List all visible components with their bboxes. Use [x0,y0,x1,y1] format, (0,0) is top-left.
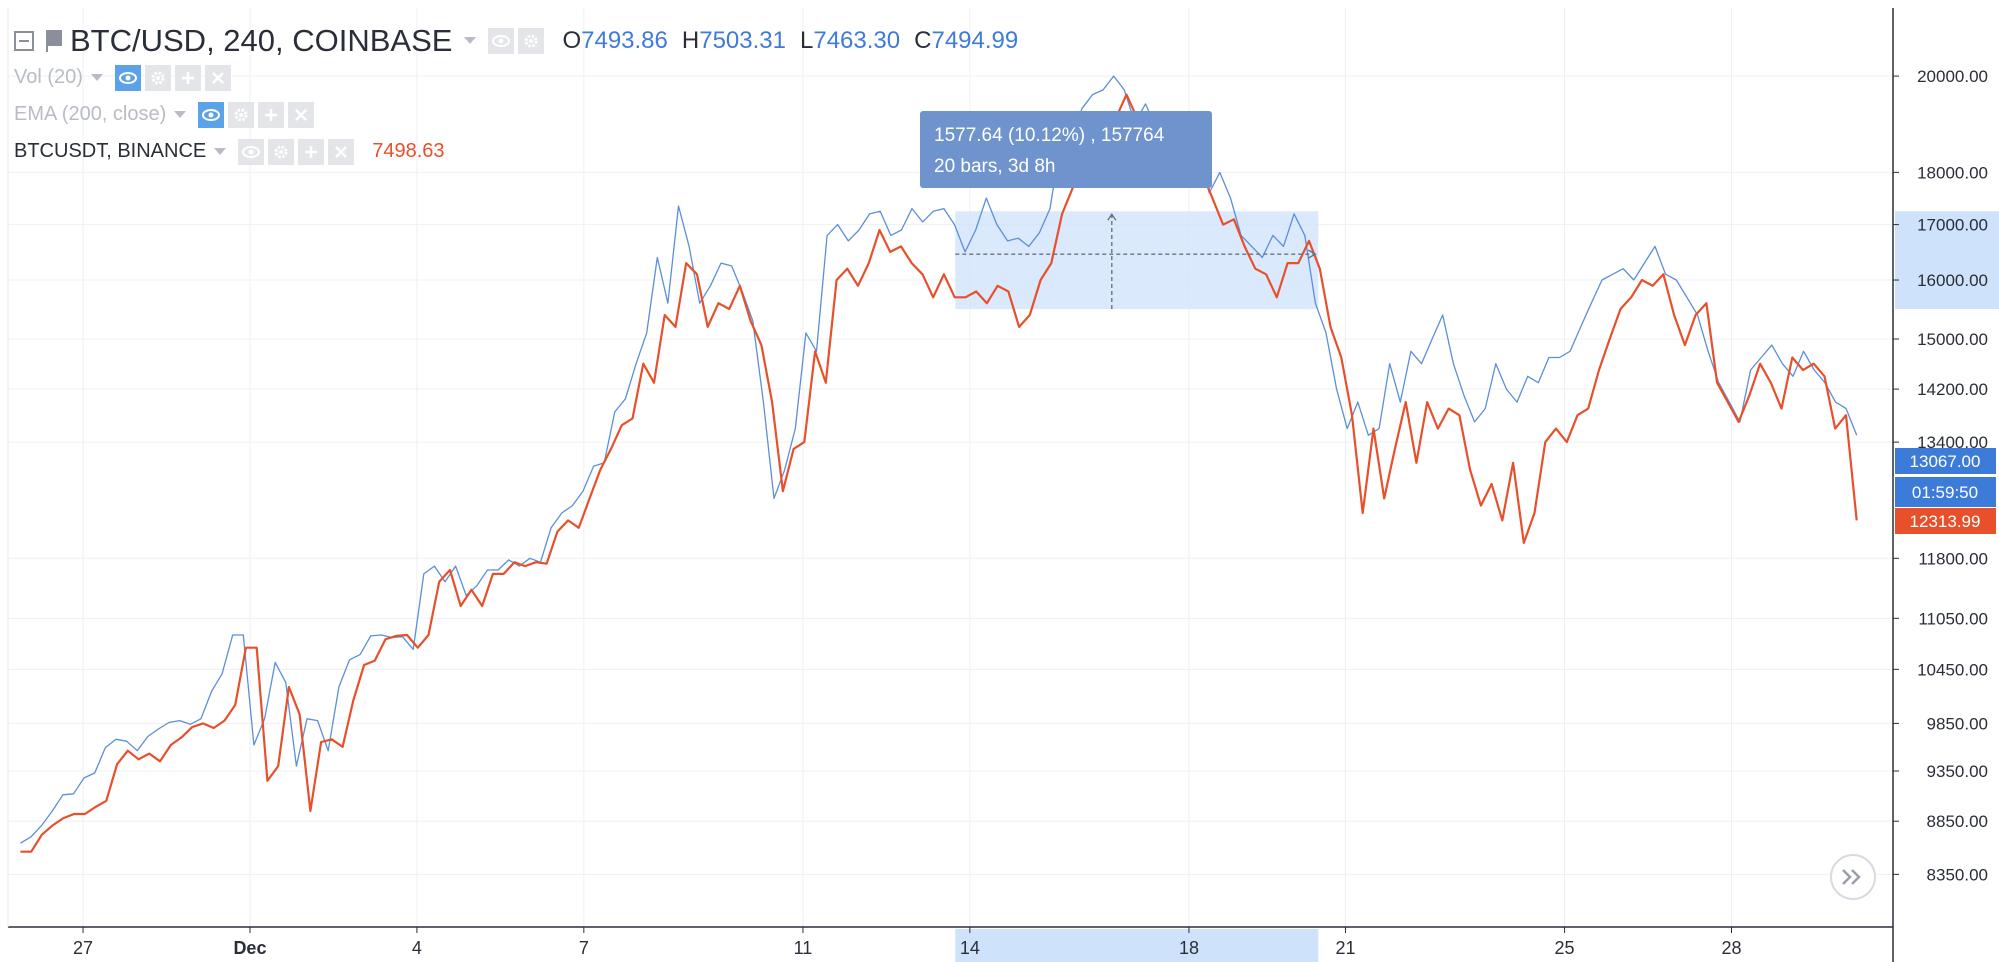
x-tick-label: 21 [1335,938,1355,958]
ohlc-open: O7493.86 [562,26,668,54]
tooltip-line-1: 1577.64 (10.12%) , 157764 [934,125,1165,146]
x-tick-label: 18 [1179,938,1199,958]
gear-icon[interactable] [518,27,545,54]
flag-icon[interactable] [44,29,64,53]
chevron-down-icon[interactable] [174,111,187,118]
x-tick-label: 27 [73,938,93,958]
timer-badge-bg [1895,477,1996,507]
red-price-badge: 12313.99 [1910,512,1981,531]
y-axis-selection-highlight [1895,211,1999,310]
gear-icon[interactable] [144,64,171,91]
y-tick-label: 20000.00 [1917,67,1988,86]
eye-icon[interactable] [198,101,225,128]
x-tick-label: 28 [1721,938,1741,958]
y-tick-label: 8350.00 [1927,865,1988,884]
plus-icon[interactable] [174,64,201,91]
collapse-icon[interactable] [14,30,34,51]
y-tick-label: 9350.00 [1927,762,1988,781]
red-price-badge-bg [1895,508,1996,534]
close-icon[interactable] [288,101,315,128]
price-badges: 13067.00 01:59:50 12313.99 [1895,448,1996,534]
eye-icon[interactable] [488,27,515,54]
study-ema-label[interactable]: EMA (200, close) [14,103,167,125]
price-series [20,75,1858,853]
tooltip-line-2: 20 bars, 3d 8h [934,156,1055,177]
measure-arrows [955,213,1317,310]
x-tick-label: 14 [960,938,980,958]
y-tick-label: 17000.00 [1917,216,1988,235]
y-tick-label: 13400.00 [1917,433,1988,452]
gear-icon[interactable] [268,138,295,165]
legend-study-vol: Vol (20) [14,59,1018,96]
legend-study-ema: EMA (200, close) [14,96,1018,133]
y-tick-label: 10450.00 [1917,660,1988,679]
y-tick-label: 14200.00 [1917,380,1988,399]
eye-icon[interactable] [238,138,265,165]
ohlc-close: C7494.99 [914,26,1019,54]
y-tick-label: 15000.00 [1917,330,1988,349]
x-tick-label: Dec [233,938,266,958]
vertical-gridlines [82,8,1732,927]
series-line-red [20,93,1858,853]
chevron-down-icon[interactable] [464,37,477,44]
x-tick-label: 4 [412,938,422,958]
legend: BTC/USD, 240, COINBASE O7493.86 H7503.31… [14,22,1018,170]
y-tick-label: 8850.00 [1927,812,1988,831]
compare-price: 7498.63 [372,140,445,162]
blue-price-badge: 13067.00 [1910,452,1981,471]
compare-symbol-label[interactable]: BTCUSDT, BINANCE [14,140,207,162]
legend-compare: BTCUSDT, BINANCE 7498.63 [14,133,1018,170]
ohlc-high: H7503.31 [681,26,786,54]
y-tick-label: 11800.00 [1918,549,1988,568]
close-icon[interactable] [204,64,231,91]
study-vol-label[interactable]: Vol (20) [14,66,83,88]
ohlc-low: L7463.30 [800,26,901,54]
price-axis: 20000.00 18000.00 17000.00 16000.00 15000.00… [1893,67,1988,884]
measure-tooltip: 1577.64 (10.12%) , 157764 20 bars, 3d 8h [920,111,1212,188]
time-axis: 27 Dec 4 7 11 14 18 21 25 28 [73,927,1742,958]
eye-icon[interactable] [114,64,141,91]
countdown-timer-badge: 01:59:50 [1912,483,1978,502]
measure-rectangle [955,211,1319,310]
plus-icon[interactable] [258,101,285,128]
series-line-blue [20,75,1858,844]
blue-price-badge-bg [1895,448,1996,474]
x-axis-selection-highlight [955,929,1319,962]
chevron-down-icon[interactable] [214,148,227,155]
symbol-title[interactable]: BTC/USD, 240, COINBASE [70,22,453,58]
y-tick-label: 16000.00 [1917,271,1988,290]
scroll-right-icon[interactable] [1830,854,1876,900]
close-icon[interactable] [328,138,355,165]
measure-selection [955,211,1999,962]
y-tick-label: 11050.00 [1918,609,1988,628]
measure-vertical-arrowhead [1107,213,1117,221]
legend-main-row: BTC/USD, 240, COINBASE O7493.86 H7503.31… [14,22,1018,59]
horizontal-gridlines [8,75,1893,875]
x-tick-label: 25 [1555,938,1575,958]
x-tick-label: 11 [794,938,813,958]
y-tick-label: 9850.00 [1927,714,1988,733]
chevron-down-icon[interactable] [90,74,103,81]
gear-icon[interactable] [228,101,255,128]
plus-icon[interactable] [298,138,325,165]
y-tick-label: 18000.00 [1917,163,1988,182]
measure-horizontal-arrowhead [1307,249,1317,259]
x-tick-label: 7 [579,938,589,958]
tooltip-bg [920,111,1212,188]
